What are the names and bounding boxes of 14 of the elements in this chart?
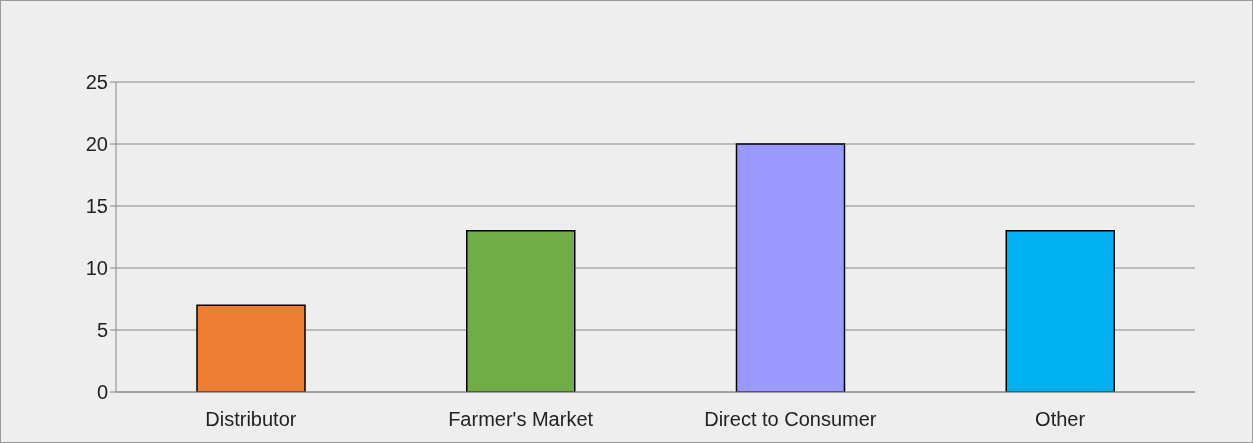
bar — [1005, 230, 1115, 392]
x-tick-label: Farmer's Market — [448, 408, 594, 431]
y-tick-label: 0 — [96, 381, 108, 404]
y-tick-label: 25 — [85, 71, 108, 94]
bar — [735, 143, 846, 392]
bar — [466, 230, 576, 392]
y-tick-label: 20 — [85, 133, 108, 156]
bar — [196, 304, 306, 392]
x-tick-label: Other — [1035, 408, 1086, 431]
y-tick-label: 10 — [85, 257, 108, 280]
x-tick-label: Direct to Consumer — [704, 408, 877, 431]
y-tick-label: 5 — [96, 319, 108, 342]
y-tick-label: 15 — [85, 195, 108, 218]
x-tick-label: Distributor — [205, 408, 297, 431]
